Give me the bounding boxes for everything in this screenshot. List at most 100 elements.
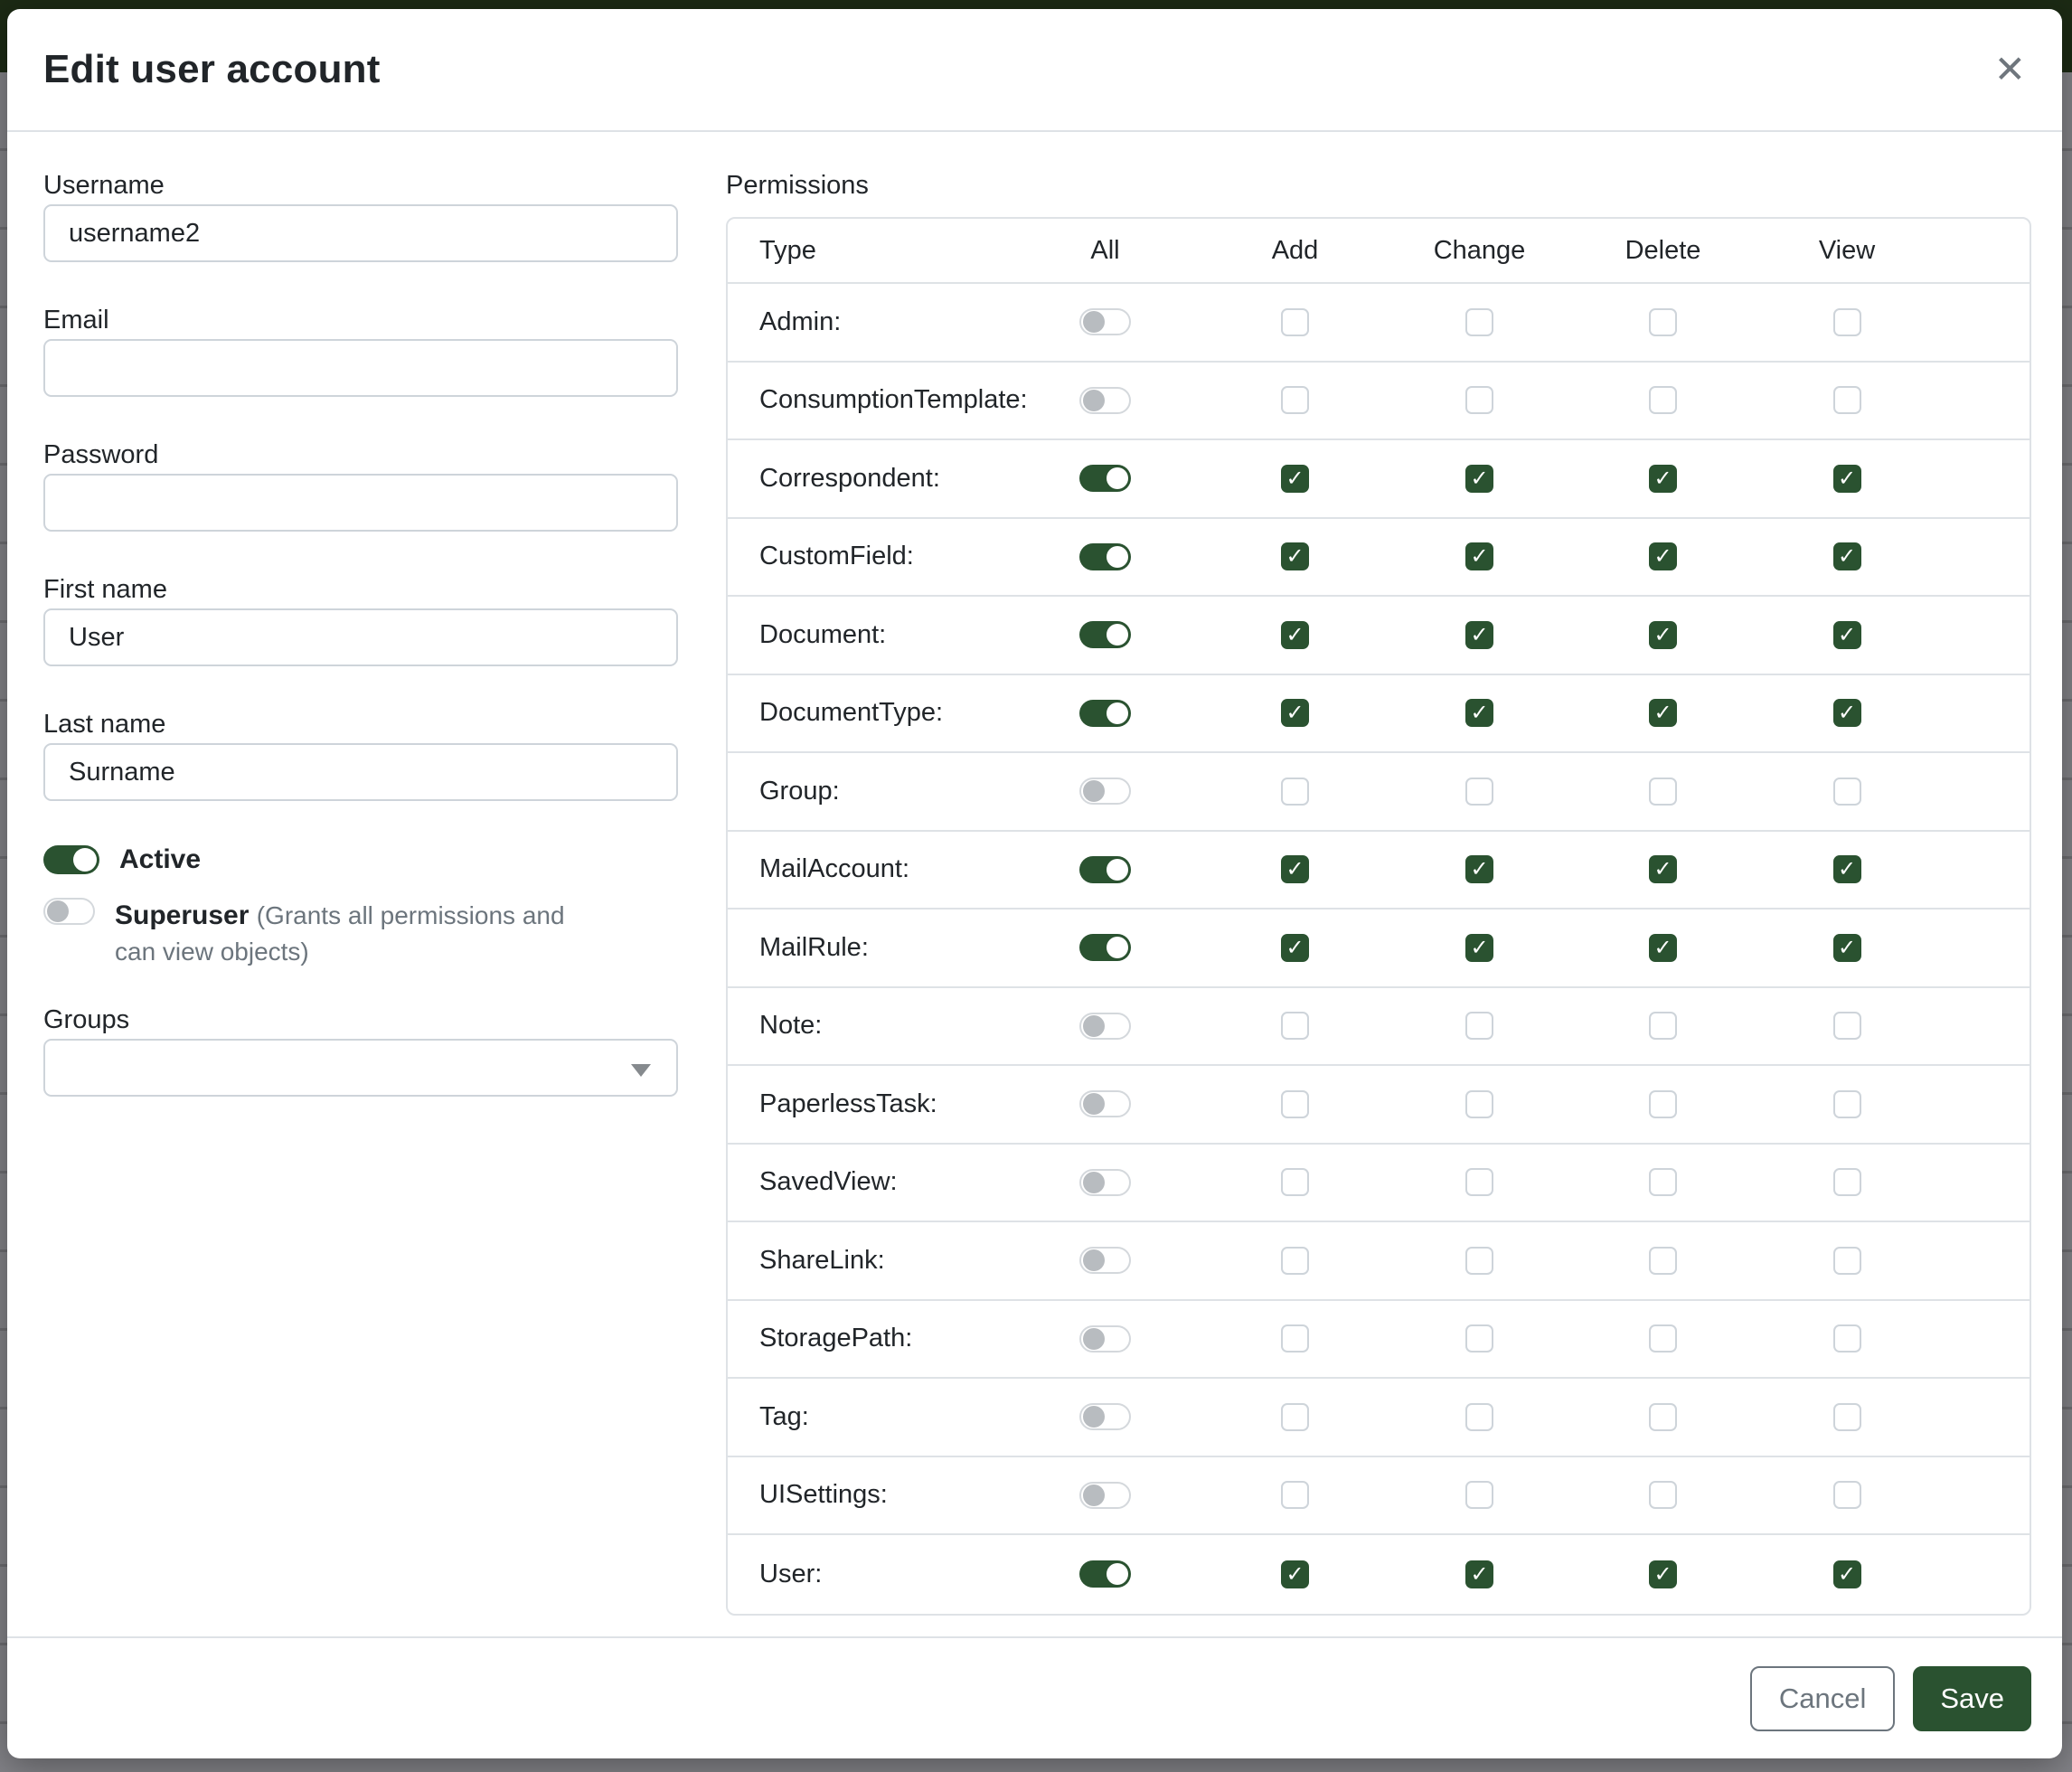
permission-view-checkbox[interactable] bbox=[1832, 464, 1861, 493]
permission-add-checkbox[interactable] bbox=[1281, 933, 1309, 962]
permission-delete-checkbox[interactable] bbox=[1649, 699, 1677, 728]
permission-all-toggle[interactable] bbox=[1079, 1481, 1131, 1509]
permission-all-toggle[interactable] bbox=[1079, 465, 1131, 493]
permission-all-toggle[interactable] bbox=[1079, 621, 1131, 649]
permission-delete-checkbox[interactable] bbox=[1649, 933, 1677, 962]
permission-row: PaperlessTask: bbox=[728, 1066, 2030, 1145]
permission-delete-checkbox[interactable] bbox=[1649, 855, 1677, 884]
email-field[interactable] bbox=[43, 339, 678, 397]
permission-all-toggle[interactable] bbox=[1079, 1403, 1131, 1431]
permission-view-checkbox[interactable] bbox=[1832, 620, 1861, 649]
permission-all-toggle[interactable] bbox=[1079, 778, 1131, 806]
permission-view-checkbox[interactable] bbox=[1832, 1402, 1861, 1431]
permission-change-checkbox[interactable] bbox=[1465, 1402, 1493, 1431]
permission-view-checkbox[interactable] bbox=[1832, 933, 1861, 962]
permission-add-checkbox[interactable] bbox=[1281, 1246, 1309, 1275]
permission-view-checkbox[interactable] bbox=[1832, 386, 1861, 415]
permission-delete-checkbox[interactable] bbox=[1649, 1168, 1677, 1197]
superuser-toggle[interactable] bbox=[43, 898, 95, 925]
permission-type-label: Admin: bbox=[759, 306, 842, 336]
permission-change-checkbox[interactable] bbox=[1465, 1168, 1493, 1197]
permission-add-checkbox[interactable] bbox=[1281, 1560, 1309, 1588]
permission-delete-checkbox[interactable] bbox=[1649, 1402, 1677, 1431]
permission-view-checkbox[interactable] bbox=[1832, 855, 1861, 884]
permission-view-checkbox[interactable] bbox=[1832, 777, 1861, 806]
permission-change-checkbox[interactable] bbox=[1465, 1012, 1493, 1041]
permission-all-toggle[interactable] bbox=[1079, 1560, 1131, 1588]
permission-all-toggle[interactable] bbox=[1079, 699, 1131, 727]
permission-all-toggle[interactable] bbox=[1079, 1247, 1131, 1275]
permission-view-checkbox[interactable] bbox=[1832, 699, 1861, 728]
permission-delete-checkbox[interactable] bbox=[1649, 1089, 1677, 1118]
permission-change-checkbox[interactable] bbox=[1465, 307, 1493, 336]
permission-view-checkbox[interactable] bbox=[1832, 1012, 1861, 1041]
permission-delete-checkbox[interactable] bbox=[1649, 464, 1677, 493]
permission-delete-checkbox[interactable] bbox=[1649, 777, 1677, 806]
column-header-delete: Delete bbox=[1625, 235, 1701, 265]
permission-all-toggle[interactable] bbox=[1079, 855, 1131, 883]
permission-view-checkbox[interactable] bbox=[1832, 1168, 1861, 1197]
permission-all-toggle[interactable] bbox=[1079, 1012, 1131, 1040]
permission-change-checkbox[interactable] bbox=[1465, 933, 1493, 962]
permission-change-checkbox[interactable] bbox=[1465, 620, 1493, 649]
permission-add-checkbox[interactable] bbox=[1281, 699, 1309, 728]
permission-all-toggle[interactable] bbox=[1079, 308, 1131, 336]
permission-all-toggle[interactable] bbox=[1079, 1168, 1131, 1196]
permission-delete-checkbox[interactable] bbox=[1649, 307, 1677, 336]
permission-add-checkbox[interactable] bbox=[1281, 464, 1309, 493]
first-name-field-group: First name bbox=[43, 574, 678, 666]
permission-change-checkbox[interactable] bbox=[1465, 1324, 1493, 1353]
permission-view-checkbox[interactable] bbox=[1832, 542, 1861, 571]
permission-delete-checkbox[interactable] bbox=[1649, 1560, 1677, 1588]
permission-view-checkbox[interactable] bbox=[1832, 1089, 1861, 1118]
permission-view-checkbox[interactable] bbox=[1832, 1246, 1861, 1275]
permission-add-checkbox[interactable] bbox=[1281, 1324, 1309, 1353]
permission-delete-checkbox[interactable] bbox=[1649, 1246, 1677, 1275]
username-input[interactable] bbox=[43, 204, 678, 262]
password-field[interactable] bbox=[43, 474, 678, 532]
permission-view-checkbox[interactable] bbox=[1832, 1560, 1861, 1588]
permission-add-checkbox[interactable] bbox=[1281, 1168, 1309, 1197]
permission-add-checkbox[interactable] bbox=[1281, 620, 1309, 649]
close-icon[interactable]: ✕ bbox=[1993, 47, 2026, 91]
permission-view-checkbox[interactable] bbox=[1832, 307, 1861, 336]
permission-add-checkbox[interactable] bbox=[1281, 1481, 1309, 1510]
permission-delete-checkbox[interactable] bbox=[1649, 542, 1677, 571]
permission-add-checkbox[interactable] bbox=[1281, 542, 1309, 571]
permission-change-checkbox[interactable] bbox=[1465, 777, 1493, 806]
permission-delete-checkbox[interactable] bbox=[1649, 386, 1677, 415]
permission-change-checkbox[interactable] bbox=[1465, 855, 1493, 884]
permission-add-checkbox[interactable] bbox=[1281, 777, 1309, 806]
permission-view-checkbox[interactable] bbox=[1832, 1481, 1861, 1510]
permission-add-checkbox[interactable] bbox=[1281, 855, 1309, 884]
permission-delete-checkbox[interactable] bbox=[1649, 620, 1677, 649]
permission-all-toggle[interactable] bbox=[1079, 1090, 1131, 1118]
permission-add-checkbox[interactable] bbox=[1281, 1012, 1309, 1041]
permission-delete-checkbox[interactable] bbox=[1649, 1012, 1677, 1041]
permission-all-toggle[interactable] bbox=[1079, 1324, 1131, 1353]
permission-add-checkbox[interactable] bbox=[1281, 1089, 1309, 1118]
groups-select[interactable] bbox=[43, 1039, 678, 1097]
permission-change-checkbox[interactable] bbox=[1465, 1560, 1493, 1588]
permission-change-checkbox[interactable] bbox=[1465, 699, 1493, 728]
permission-add-checkbox[interactable] bbox=[1281, 386, 1309, 415]
permission-change-checkbox[interactable] bbox=[1465, 386, 1493, 415]
last-name-field[interactable] bbox=[43, 743, 678, 801]
permission-delete-checkbox[interactable] bbox=[1649, 1324, 1677, 1353]
permission-change-checkbox[interactable] bbox=[1465, 1246, 1493, 1275]
permission-change-checkbox[interactable] bbox=[1465, 1481, 1493, 1510]
permission-all-toggle[interactable] bbox=[1079, 542, 1131, 570]
permission-add-checkbox[interactable] bbox=[1281, 1402, 1309, 1431]
cancel-button[interactable]: Cancel bbox=[1749, 1665, 1896, 1731]
permission-all-toggle[interactable] bbox=[1079, 934, 1131, 962]
permission-view-checkbox[interactable] bbox=[1832, 1324, 1861, 1353]
first-name-field[interactable] bbox=[43, 608, 678, 666]
permission-all-toggle[interactable] bbox=[1079, 386, 1131, 414]
permission-change-checkbox[interactable] bbox=[1465, 464, 1493, 493]
permission-add-checkbox[interactable] bbox=[1281, 307, 1309, 336]
permission-delete-checkbox[interactable] bbox=[1649, 1481, 1677, 1510]
active-toggle[interactable] bbox=[43, 845, 99, 874]
save-button[interactable]: Save bbox=[1913, 1665, 2031, 1731]
permission-change-checkbox[interactable] bbox=[1465, 542, 1493, 571]
permission-change-checkbox[interactable] bbox=[1465, 1089, 1493, 1118]
